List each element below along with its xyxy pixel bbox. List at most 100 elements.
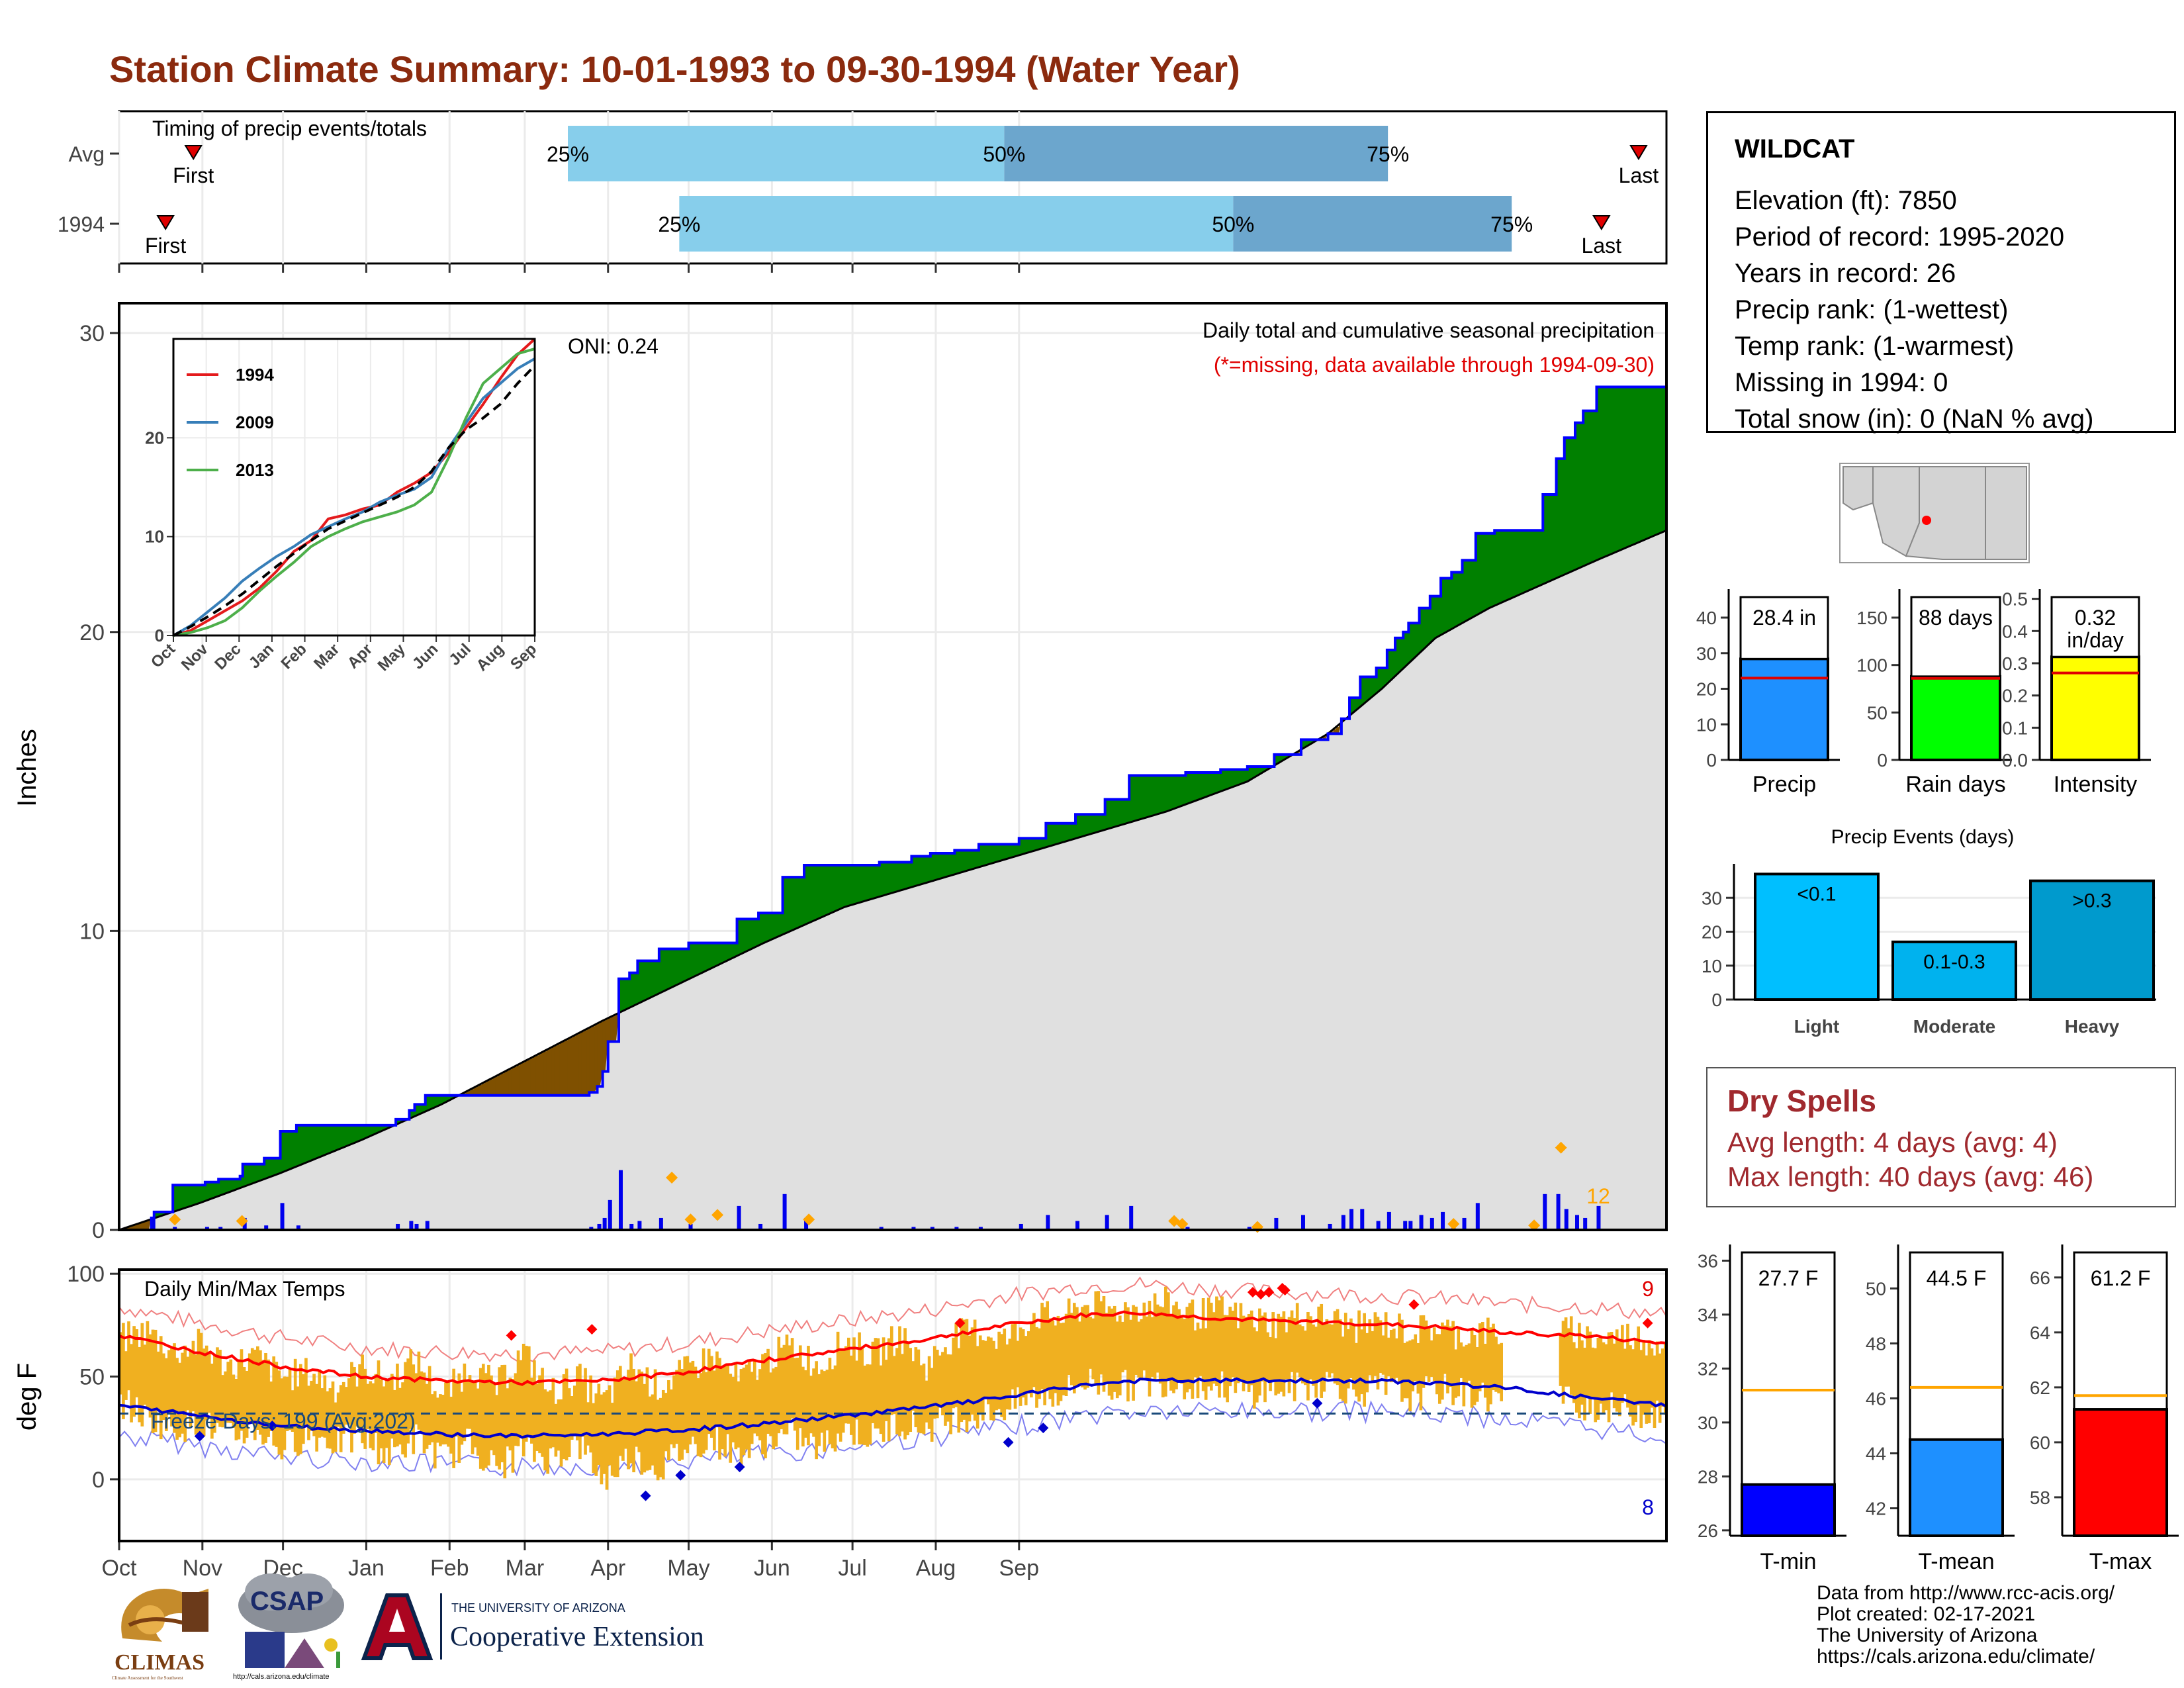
above-avg-slice	[1067, 823, 1071, 841]
daily-range-bar	[1430, 1340, 1433, 1377]
above-avg-slice	[1489, 533, 1492, 608]
daily-range-bar	[261, 1360, 265, 1445]
daily-range-bar	[785, 1335, 789, 1434]
above-avg-slice	[1607, 387, 1611, 556]
daily-range-bar	[723, 1366, 727, 1457]
mini-ytick-label: 20	[1696, 679, 1717, 700]
above-avg-slice	[1653, 387, 1657, 536]
mini-ytick-label: 0.4	[2002, 621, 2028, 641]
timing-first-label: First	[145, 234, 186, 258]
below-avg-slice	[495, 1076, 499, 1096]
daily-range-bar	[935, 1349, 939, 1419]
cumulative-1994-line	[119, 381, 1668, 1231]
main-ytick-label: 10	[79, 919, 105, 944]
daily-range-bar	[1650, 1348, 1654, 1408]
daily-range-bar	[398, 1387, 402, 1445]
above-avg-slice	[1153, 775, 1157, 816]
daily-range-bar	[713, 1370, 716, 1451]
daily-range-bar	[1414, 1334, 1418, 1382]
daily-range-bar	[401, 1382, 404, 1455]
above-avg-slice	[1400, 637, 1404, 671]
above-avg-slice	[1306, 739, 1310, 747]
above-avg-slice	[1234, 769, 1238, 787]
daily-range-bar	[1032, 1313, 1036, 1387]
daily-range-bar	[232, 1374, 236, 1428]
daily-precip-bar	[1583, 1217, 1588, 1230]
daily-range-bar	[535, 1383, 539, 1451]
daily-range-bar	[1121, 1321, 1124, 1373]
below-avg-slice	[597, 1023, 601, 1087]
daily-range-bar	[1156, 1304, 1160, 1373]
above-avg-slice	[374, 1125, 378, 1135]
daily-range-bar	[1300, 1326, 1304, 1383]
above-avg-slice	[267, 1158, 271, 1178]
daily-range-bar	[933, 1346, 936, 1419]
tmini-ytick-label: 44	[1866, 1443, 1886, 1464]
above-avg-slice	[909, 862, 913, 888]
daily-range-bar	[667, 1380, 670, 1461]
daily-range-bar	[1454, 1349, 1457, 1398]
ua-logo: THE UNIVERSITY OF ARIZONA Cooperative Ex…	[357, 1592, 754, 1665]
daily-range-bar	[519, 1360, 523, 1438]
daily-range-bar	[1363, 1313, 1366, 1407]
daily-range-bar	[844, 1346, 848, 1424]
daily-range-bar	[1349, 1318, 1353, 1379]
above-avg-slice	[1510, 530, 1514, 599]
above-avg-slice	[973, 850, 977, 869]
daily-range-bar	[567, 1388, 571, 1458]
daily-range-bar	[618, 1366, 622, 1456]
daily-range-bar	[777, 1336, 781, 1434]
daily-range-bar	[463, 1363, 467, 1442]
above-avg-slice	[788, 877, 792, 933]
above-avg-slice	[1161, 775, 1165, 814]
daily-range-bar	[889, 1326, 893, 1415]
daily-range-bar	[906, 1342, 909, 1436]
daily-range-bar	[615, 1370, 619, 1477]
above-avg-slice	[833, 865, 837, 912]
daily-range-bar	[229, 1359, 233, 1423]
daily-range-bar	[1048, 1318, 1052, 1399]
daily-range-bar	[559, 1399, 563, 1467]
csap-text: CSAP	[250, 1587, 324, 1616]
temp-ylabel: deg F	[13, 1363, 42, 1430]
above-avg-slice	[1543, 494, 1547, 585]
above-avg-slice	[1175, 775, 1179, 809]
above-avg-slice	[755, 919, 759, 947]
daily-range-bar	[1325, 1319, 1329, 1372]
daily-range-bar	[377, 1360, 381, 1465]
above-avg-slice	[245, 1164, 249, 1186]
above-avg-slice	[927, 856, 931, 882]
daily-range-bar	[151, 1329, 155, 1433]
above-avg-slice	[1129, 775, 1133, 823]
above-avg-slice	[715, 943, 719, 966]
above-avg-slice	[1019, 838, 1023, 855]
above-avg-slice	[868, 865, 872, 900]
daily-range-bar	[1271, 1312, 1275, 1380]
above-avg-slice	[1411, 623, 1415, 661]
daily-range-bar	[1637, 1326, 1641, 1406]
footer-plot-created: Plot created: 02-17-2021	[1817, 1603, 2036, 1625]
daily-range-bar	[562, 1374, 566, 1460]
daily-precip-bar	[218, 1227, 223, 1230]
daily-precip-bar	[589, 1227, 594, 1230]
daily-range-bar	[312, 1374, 316, 1436]
above-avg-slice	[435, 1095, 439, 1107]
daily-range-bar	[825, 1370, 829, 1430]
tmini-value-label: 61.2 F	[2091, 1266, 2151, 1290]
extreme-precip-marker	[1528, 1219, 1541, 1232]
above-avg-slice	[1274, 754, 1278, 766]
above-avg-slice	[1107, 799, 1111, 829]
daily-range-bar	[1398, 1313, 1401, 1383]
daily-range-bar	[731, 1376, 735, 1442]
below-avg-slice	[1322, 737, 1326, 740]
daily-range-bar	[1043, 1307, 1046, 1405]
daily-range-bar	[439, 1394, 442, 1446]
extreme-precip-marker	[1555, 1141, 1567, 1154]
daily-range-bar	[752, 1359, 756, 1434]
above-avg-slice	[1086, 814, 1090, 835]
above-avg-slice	[645, 961, 649, 1000]
daily-range-bar	[1218, 1300, 1221, 1398]
below-avg-slice	[1333, 729, 1337, 734]
above-avg-slice	[385, 1125, 388, 1130]
timing-p25-label: 25%	[658, 212, 700, 236]
